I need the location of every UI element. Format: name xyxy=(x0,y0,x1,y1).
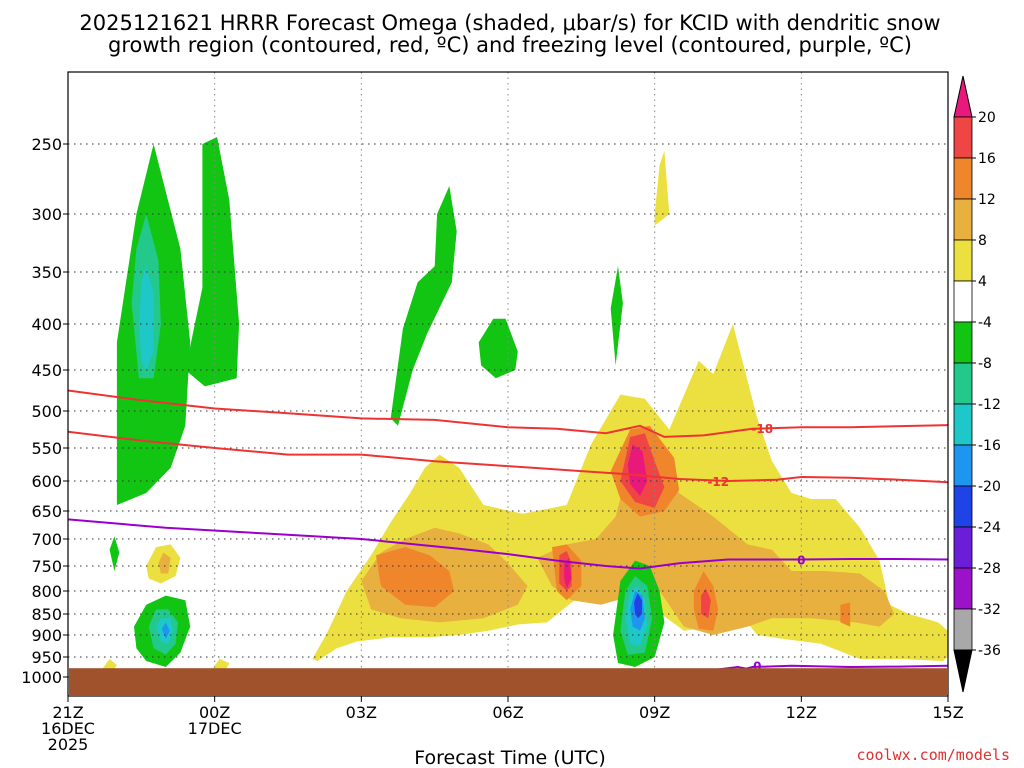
colorbar-label: 8 xyxy=(978,233,987,249)
omega-region-5 xyxy=(478,318,518,379)
colorbar-segment xyxy=(953,526,973,569)
y-tick-label: 600 xyxy=(31,472,62,491)
x-tick-label: 16DEC xyxy=(41,719,95,738)
chart-title-line1: 2025121621 HRRR Forecast Omega (shaded, … xyxy=(79,11,940,35)
contour-line-2 xyxy=(68,430,948,484)
x-tick-label: 17DEC xyxy=(188,719,242,738)
colorbar-label: -8 xyxy=(978,356,992,372)
x-tick-label: 21Z xyxy=(52,703,83,722)
y-tick-label: 500 xyxy=(31,402,62,421)
colorbar-label: -32 xyxy=(978,602,1001,618)
omega-region-3 xyxy=(185,137,240,387)
x-tick-label: 15Z xyxy=(932,703,963,722)
colorbar-label: -24 xyxy=(978,520,1001,536)
y-tick-label: 1000 xyxy=(21,668,62,687)
colorbar-segment xyxy=(953,198,973,241)
colorbar-label: -36 xyxy=(978,643,1001,659)
contour-label: -12 xyxy=(707,475,729,489)
omega-region-18 xyxy=(701,588,711,619)
x-tick-label: 00Z xyxy=(199,703,230,722)
omega-region-7 xyxy=(654,151,670,226)
omega-region-15 xyxy=(840,602,851,627)
colorbar-label: 20 xyxy=(978,110,996,126)
x-tick-label: 2025 xyxy=(48,735,89,754)
colorbar-label: 4 xyxy=(978,274,987,290)
colorbar-label: -16 xyxy=(978,438,1001,454)
omega-region-2 xyxy=(138,266,154,370)
contour-label: 0 xyxy=(753,660,761,674)
colorbar-segment xyxy=(953,321,973,364)
colorbar-label: 16 xyxy=(978,151,996,167)
omega-region-32 xyxy=(158,552,171,574)
contour-label: -18 xyxy=(751,422,773,436)
colorbar-bottom-arrow xyxy=(953,649,973,693)
grid-lines xyxy=(67,72,949,696)
omega-region-11 xyxy=(376,547,455,608)
y-tick-label: 350 xyxy=(31,263,62,282)
y-axis-ticks: 250 300 350 400 450 500 550 600 650 700 750 800 850 9… xyxy=(21,135,68,687)
x-tick-label: 09Z xyxy=(639,703,670,722)
omega-region-30 xyxy=(109,536,120,571)
omega-region-25 xyxy=(634,593,642,619)
colorbar-label: -28 xyxy=(978,561,1001,577)
colorbar-segment xyxy=(953,444,973,487)
contour-line-6 xyxy=(715,664,948,672)
ground-terrain xyxy=(69,668,947,695)
colorbar-segment xyxy=(953,608,973,651)
colorbar: 20 16 12 8 4 -4 -8 -12 -16 -20 -24 -28 -32 -36 xyxy=(953,75,1001,693)
colorbar-label: 12 xyxy=(978,192,996,208)
colorbar-segment xyxy=(953,116,973,159)
x-tick-label: 03Z xyxy=(346,703,377,722)
colorbar-segment xyxy=(953,157,973,200)
credit-text: coolwx.com/models xyxy=(856,746,1010,764)
colorbar-segment xyxy=(953,567,973,610)
colorbar-segment xyxy=(953,485,973,528)
y-tick-label: 750 xyxy=(31,557,62,576)
y-tick-label: 650 xyxy=(31,502,62,521)
x-tick-label: 12Z xyxy=(786,703,817,722)
colorbar-segment xyxy=(953,280,973,323)
omega-region-19 xyxy=(627,444,648,496)
x-axis-label: Forecast Time (UTC) xyxy=(414,747,605,768)
x-tick-label: 06Z xyxy=(492,703,523,722)
y-tick-label: 400 xyxy=(31,315,62,334)
y-tick-label: 250 xyxy=(31,135,62,154)
contour-line-4 xyxy=(68,518,948,570)
contour-lines: -18 -12 0 0 xyxy=(68,389,948,674)
y-tick-label: 550 xyxy=(31,439,62,458)
y-tick-label: 450 xyxy=(31,361,62,380)
omega-region-29 xyxy=(161,622,170,640)
colorbar-segment xyxy=(953,239,973,282)
y-tick-label: 950 xyxy=(31,648,62,667)
colorbar-segment xyxy=(953,403,973,446)
y-tick-label: 700 xyxy=(31,530,62,549)
colorbar-top-arrow xyxy=(953,75,973,118)
y-tick-label: 800 xyxy=(31,582,62,601)
colorbar-label: -12 xyxy=(978,397,1001,413)
contour-line-0 xyxy=(68,389,948,438)
y-tick-label: 850 xyxy=(31,605,62,624)
colorbar-segment xyxy=(953,362,973,405)
chart-title-line2: growth region (contoured, red, ºC) and f… xyxy=(108,33,912,57)
colorbar-label: -4 xyxy=(978,315,992,331)
colorbar-label: -20 xyxy=(978,479,1001,495)
omega-region-4 xyxy=(390,186,457,426)
omega-region-6 xyxy=(610,266,623,366)
y-tick-label: 900 xyxy=(31,626,62,645)
y-tick-label: 300 xyxy=(31,205,62,224)
contour-label: 0 xyxy=(797,554,805,568)
